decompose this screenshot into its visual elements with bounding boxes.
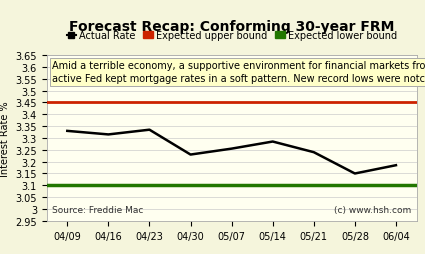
Text: (c) www.hsh.com: (c) www.hsh.com <box>334 205 411 214</box>
Title: Forecast Recap: Conforming 30-year FRM: Forecast Recap: Conforming 30-year FRM <box>69 20 394 34</box>
Text: Amid a terrible economy, a supportive environment for financial markets from an
: Amid a terrible economy, a supportive en… <box>52 61 425 84</box>
Text: Source: Freddie Mac: Source: Freddie Mac <box>52 205 144 214</box>
Legend: Actual Rate, Expected upper bound, Expected lower bound: Actual Rate, Expected upper bound, Expec… <box>67 31 397 41</box>
Y-axis label: Interest Rate %: Interest Rate % <box>0 101 10 176</box>
